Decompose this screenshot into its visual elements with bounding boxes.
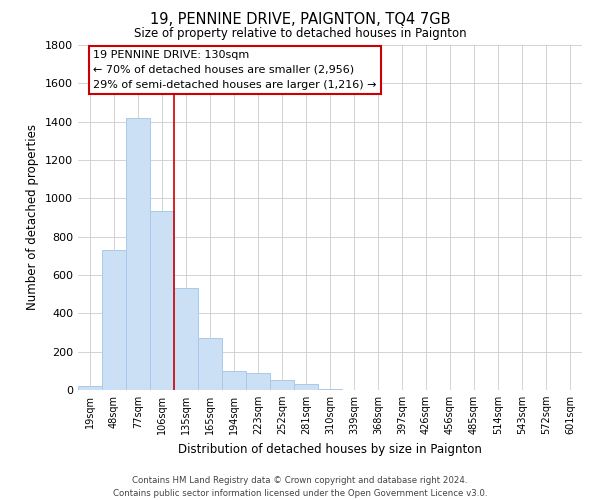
Y-axis label: Number of detached properties: Number of detached properties bbox=[26, 124, 40, 310]
Bar bbox=[222, 371, 246, 390]
X-axis label: Distribution of detached houses by size in Paignton: Distribution of detached houses by size … bbox=[178, 442, 482, 456]
Bar bbox=[102, 250, 126, 390]
Bar bbox=[270, 380, 294, 390]
Bar bbox=[318, 389, 342, 390]
Bar bbox=[150, 211, 174, 390]
Bar bbox=[246, 373, 270, 390]
Bar bbox=[198, 338, 222, 390]
Text: 19 PENNINE DRIVE: 130sqm
← 70% of detached houses are smaller (2,956)
29% of sem: 19 PENNINE DRIVE: 130sqm ← 70% of detach… bbox=[93, 50, 377, 90]
Text: Contains HM Land Registry data © Crown copyright and database right 2024.
Contai: Contains HM Land Registry data © Crown c… bbox=[113, 476, 487, 498]
Bar bbox=[294, 384, 318, 390]
Text: Size of property relative to detached houses in Paignton: Size of property relative to detached ho… bbox=[134, 28, 466, 40]
Bar bbox=[174, 288, 198, 390]
Text: 19, PENNINE DRIVE, PAIGNTON, TQ4 7GB: 19, PENNINE DRIVE, PAIGNTON, TQ4 7GB bbox=[150, 12, 450, 28]
Bar bbox=[78, 386, 102, 390]
Bar bbox=[126, 118, 150, 390]
